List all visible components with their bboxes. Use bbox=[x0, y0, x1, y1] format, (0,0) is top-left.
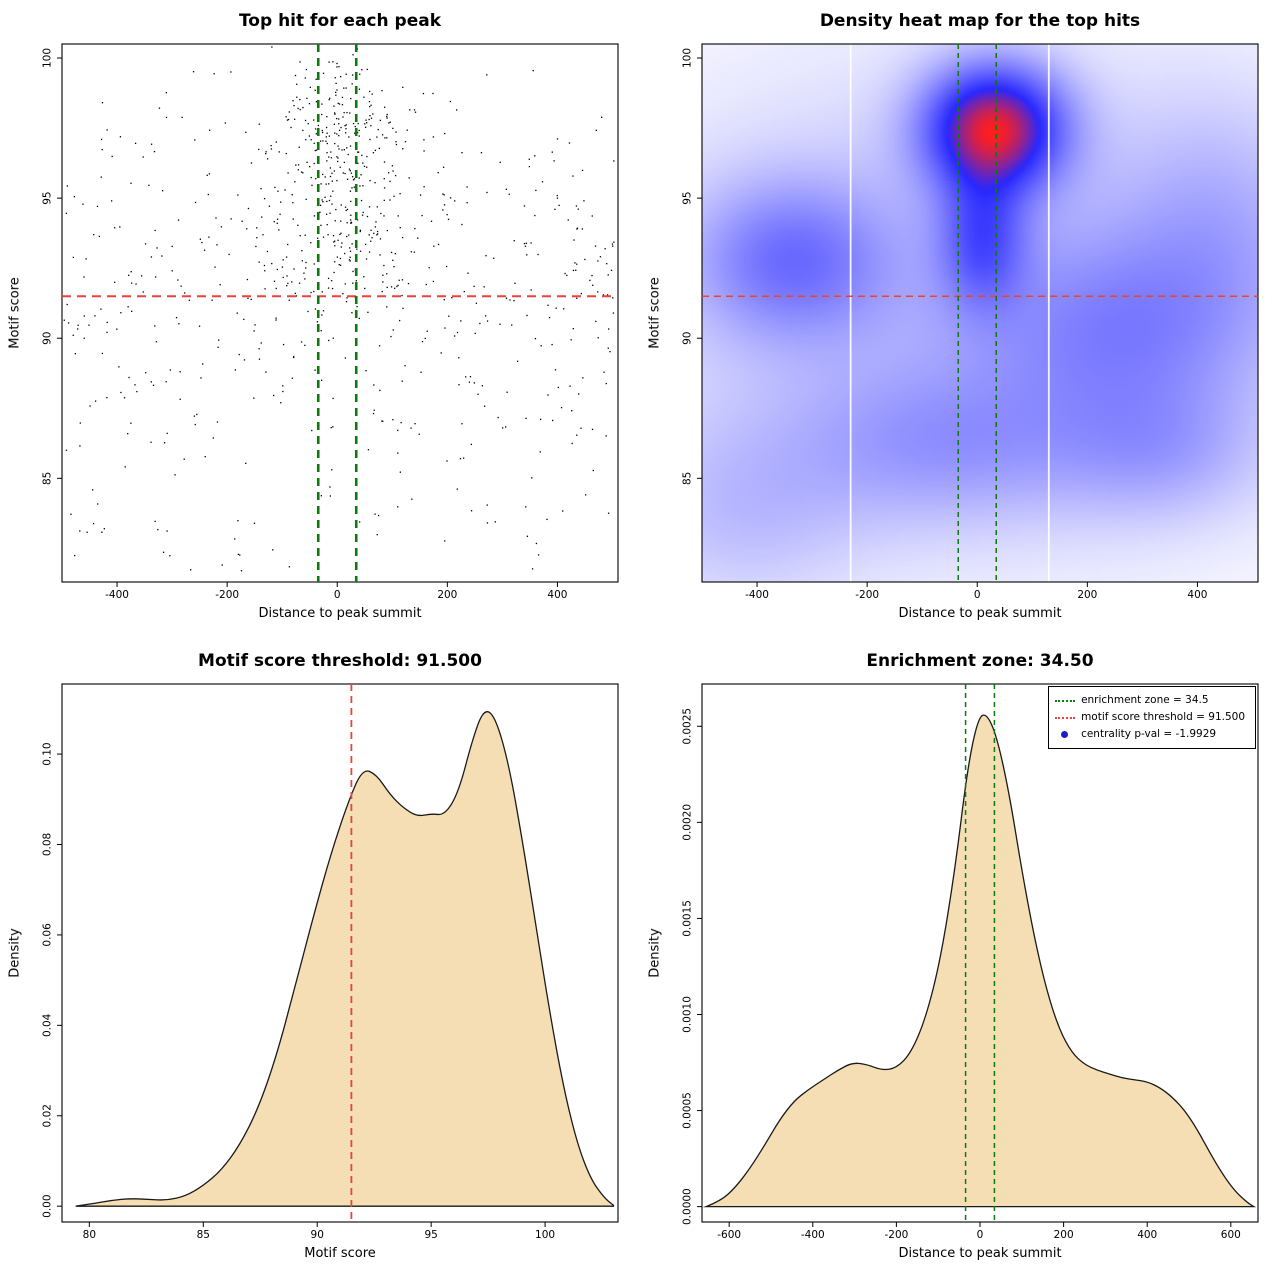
legend-label-centrality-pval: centrality p-val = -1.9929 bbox=[1081, 727, 1217, 740]
distance-density-title: Enrichment zone: 34.50 bbox=[866, 651, 1094, 671]
scatter-plot-canvas bbox=[0, 0, 640, 640]
heatmap-plot-canvas bbox=[640, 0, 1280, 640]
heatmap-xlabel: Distance to peak summit bbox=[898, 606, 1062, 621]
chart-legend: enrichment zone = 34.5 motif score thres… bbox=[1048, 686, 1256, 749]
distance-density-ylabel: Density bbox=[647, 928, 663, 978]
legend-label-motif-threshold: motif score threshold = 91.500 bbox=[1081, 710, 1245, 723]
scatter-title: Top hit for each peak bbox=[238, 11, 442, 31]
legend-item-enrichment-zone: enrichment zone = 34.5 bbox=[1055, 692, 1245, 709]
heatmap-title: Density heat map for the top hits bbox=[819, 11, 1141, 31]
motif-threshold-line-icon bbox=[1055, 716, 1076, 719]
scatter-ylabel: Motif score bbox=[7, 277, 23, 349]
distance-density-xlabel: Distance to peak summit bbox=[898, 1246, 1062, 1261]
score-density-panel: Motif score threshold: 91.500 Motif scor… bbox=[0, 640, 640, 1280]
distance-density-panel: Enrichment zone: 34.50 Distance to peak … bbox=[640, 640, 1280, 1280]
scatter-xlabel: Distance to peak summit bbox=[258, 606, 422, 621]
legend-item-centrality-pval: centrality p-val = -1.9929 bbox=[1055, 726, 1245, 743]
heatmap-panel: Density heat map for the top hits Distan… bbox=[640, 0, 1280, 640]
scatter-panel: Top hit for each peak Distance to peak s… bbox=[0, 0, 640, 640]
score-density-ylabel: Density bbox=[7, 928, 23, 978]
legend-label-enrichment-zone: enrichment zone = 34.5 bbox=[1081, 693, 1209, 706]
heatmap-ylabel: Motif score bbox=[647, 277, 663, 349]
centrality-pval-dot-icon bbox=[1061, 731, 1069, 738]
score-density-canvas bbox=[0, 640, 640, 1280]
score-density-title: Motif score threshold: 91.500 bbox=[198, 651, 482, 671]
legend-item-motif-threshold: motif score threshold = 91.500 bbox=[1055, 709, 1245, 726]
enrichment-zone-line-icon bbox=[1055, 699, 1076, 702]
score-density-xlabel: Motif score bbox=[304, 1246, 376, 1261]
